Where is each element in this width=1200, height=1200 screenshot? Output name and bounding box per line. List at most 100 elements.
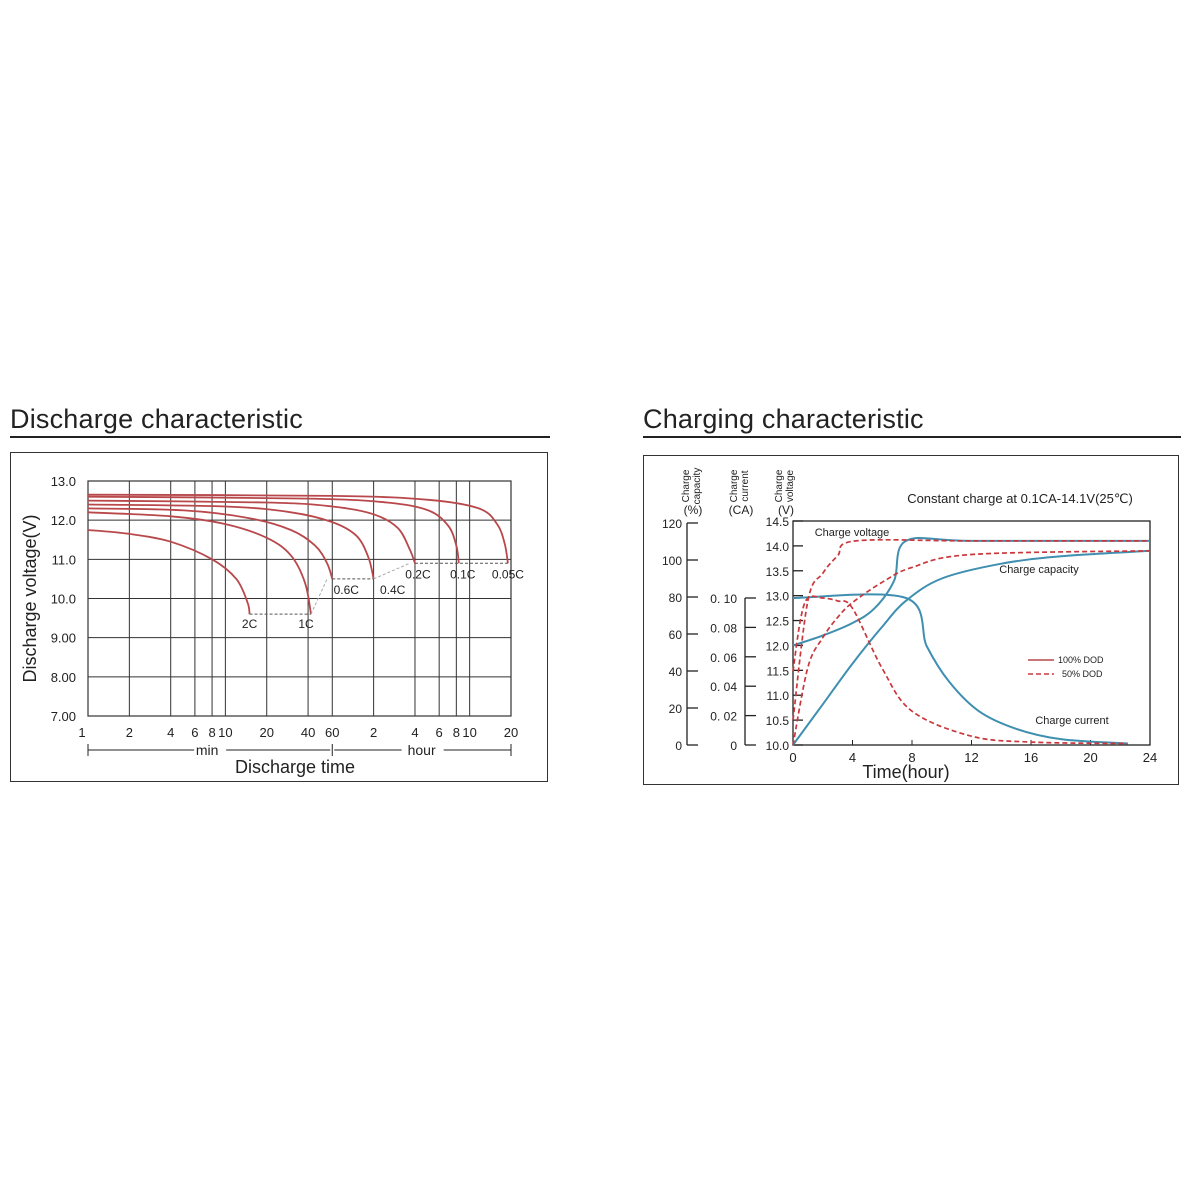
discharge-chart-frame — [10, 452, 548, 782]
discharge-curve-2c — [87, 529, 251, 615]
charging-axis-header-voltage: voltage — [785, 469, 796, 502]
discharge-x-tick-label: 40 — [301, 725, 315, 740]
charging-chart-frame — [643, 455, 1179, 785]
voltage-axis-label: 14.0 — [766, 540, 790, 554]
discharge-x-tick-label: 8 — [453, 725, 460, 740]
charging-title-rule — [643, 436, 1181, 438]
discharge-y-tick-label: 12.0 — [51, 513, 76, 528]
discharge-panel-title: Discharge characteristic — [10, 404, 303, 434]
discharge-x-tick-label: 60 — [325, 725, 339, 740]
capacity-axis-label: 80 — [669, 591, 683, 605]
discharge-x-tick-label: 10 — [218, 725, 232, 740]
current-axis-label: 0. 06 — [710, 651, 737, 665]
discharge-x-axis-label: Discharge time — [235, 757, 355, 777]
charging-x-tick-label: 20 — [1083, 750, 1097, 765]
charging-axis-header-capacity: capacity — [692, 468, 703, 505]
discharge-curve-0p05c — [87, 493, 509, 564]
discharge-curve-label: 0.05C — [492, 567, 524, 581]
discharge-curve-label: 0.6C — [334, 583, 360, 597]
hour-segment-label: hour — [408, 742, 436, 758]
discharge-x-tick-label: 20 — [259, 725, 273, 740]
voltage-axis-label: 11.5 — [767, 664, 790, 678]
discharge-curve-label: 0.2C — [405, 567, 431, 581]
voltage-axis-label: 13.5 — [766, 565, 790, 579]
charging-curve-charge-voltage-100dod — [792, 536, 1151, 647]
charging-x-tick-label: 24 — [1143, 750, 1157, 765]
legend-label-50dod: 50% DOD — [1062, 669, 1103, 679]
charging-axis-header-current: Charge — [729, 469, 740, 502]
discharge-x-tick-label: 6 — [436, 725, 443, 740]
capacity-axis-label: 120 — [662, 517, 682, 531]
discharge-curve-label: 1C — [298, 617, 314, 631]
charging-axis-unit-voltage: (V) — [778, 503, 794, 517]
charging-axis-header-capacity: Charge — [681, 469, 692, 502]
discharge-curve-0p1c — [87, 495, 460, 564]
current-axis-label: 0. 10 — [710, 592, 737, 606]
min-segment-label: min — [196, 742, 219, 758]
capacity-axis-label: 40 — [669, 665, 683, 679]
legend-label-100dod: 100% DOD — [1058, 655, 1104, 665]
current-axis-label: 0 — [730, 739, 737, 753]
discharge-curve-0p6c — [87, 507, 334, 580]
discharge-cutoff-connector — [373, 562, 410, 580]
discharge-y-axis-label: Discharge voltage(V) — [20, 514, 40, 682]
discharge-y-tick-label: 8.00 — [51, 670, 76, 685]
discharge-y-tick-label: 13.0 — [51, 474, 76, 489]
capacity-axis-label: 20 — [669, 702, 683, 716]
charging-capacity-curve-label: Charge capacity — [999, 564, 1079, 576]
charging-x-tick-label: 0 — [789, 750, 796, 765]
discharge-curve-0p2c — [87, 499, 416, 564]
charging-axis-unit-current: (CA) — [729, 503, 754, 517]
voltage-axis-label: 12.0 — [766, 639, 790, 653]
discharge-cutoff-connector — [310, 578, 328, 615]
charging-chart: 0 4 8 12 16 20 24 Time(hour) Constant charge at … — [662, 468, 1157, 782]
charging-x-tick-label: 16 — [1024, 750, 1038, 765]
charging-curve-charge-current-50dod — [792, 595, 1128, 745]
current-axis-label: 0. 08 — [710, 621, 737, 635]
charging-current-curve-label: Charge current — [1035, 715, 1108, 727]
discharge-chart: 1 2 4 6 8 10 20 40 60 2 4 6 8 10 2013.012.011.010.09.0… — [20, 474, 524, 777]
voltage-axis-label: 11.0 — [767, 689, 790, 703]
capacity-axis-label: 100 — [662, 554, 682, 568]
discharge-y-tick-label: 7.00 — [51, 709, 76, 724]
current-axis-label: 0. 02 — [710, 710, 737, 724]
discharge-curve-label: 2C — [242, 617, 258, 631]
charging-curve-charge-current-100dod — [792, 593, 1128, 745]
charging-axis-header-voltage: Charge — [774, 469, 785, 502]
charging-axis-header-current: current — [740, 470, 751, 501]
discharge-x-tick-label: 4 — [167, 725, 174, 740]
discharge-x-tick-label: 1 — [78, 725, 85, 740]
discharge-y-tick-label: 10.0 — [51, 592, 76, 607]
discharge-curve-0p4c — [87, 503, 375, 580]
current-axis-label: 0. 04 — [710, 680, 737, 694]
voltage-axis-label: 12.5 — [766, 615, 790, 629]
discharge-x-tick-label: 8 — [208, 725, 215, 740]
discharge-y-tick-label: 9.00 — [51, 631, 76, 646]
charging-legend: 100% DOD 50% DOD — [1028, 655, 1104, 679]
charging-panel-title: Charging characteristic — [643, 404, 924, 434]
charging-x-tick-label: 4 — [849, 750, 856, 765]
discharge-curve-1c — [87, 511, 312, 615]
discharge-x-tick-label: 4 — [411, 725, 418, 740]
charging-x-tick-label: 8 — [908, 750, 915, 765]
discharge-y-tick-label: 11.0 — [52, 552, 76, 567]
discharge-x-tick-label: 6 — [191, 725, 198, 740]
discharge-curve-label: 0.1C — [450, 567, 476, 581]
charging-curve-charge-capacity-50dod — [792, 549, 1151, 746]
discharge-title-rule — [10, 436, 550, 438]
voltage-axis-label: 10.5 — [766, 714, 790, 728]
voltage-axis-label: 10.0 — [766, 739, 790, 753]
voltage-axis-label: 13.0 — [766, 590, 790, 604]
charging-voltage-curve-label: Charge voltage — [815, 527, 890, 539]
discharge-x-tick-label: 10 — [462, 725, 476, 740]
discharge-x-tick-label: 2 — [370, 725, 377, 740]
discharge-curve-label: 0.4C — [380, 583, 406, 597]
capacity-axis-label: 0 — [675, 739, 682, 753]
charging-axis-unit-capacity: (%) — [684, 503, 703, 517]
capacity-axis-label: 60 — [669, 628, 683, 642]
charging-curve-charge-capacity-100dod — [792, 549, 1151, 746]
charging-x-axis-label: Time(hour) — [862, 762, 949, 782]
charging-annotation: Constant charge at 0.1CA-14.1V(25℃) — [907, 491, 1133, 506]
voltage-axis-label: 14.5 — [766, 515, 790, 529]
